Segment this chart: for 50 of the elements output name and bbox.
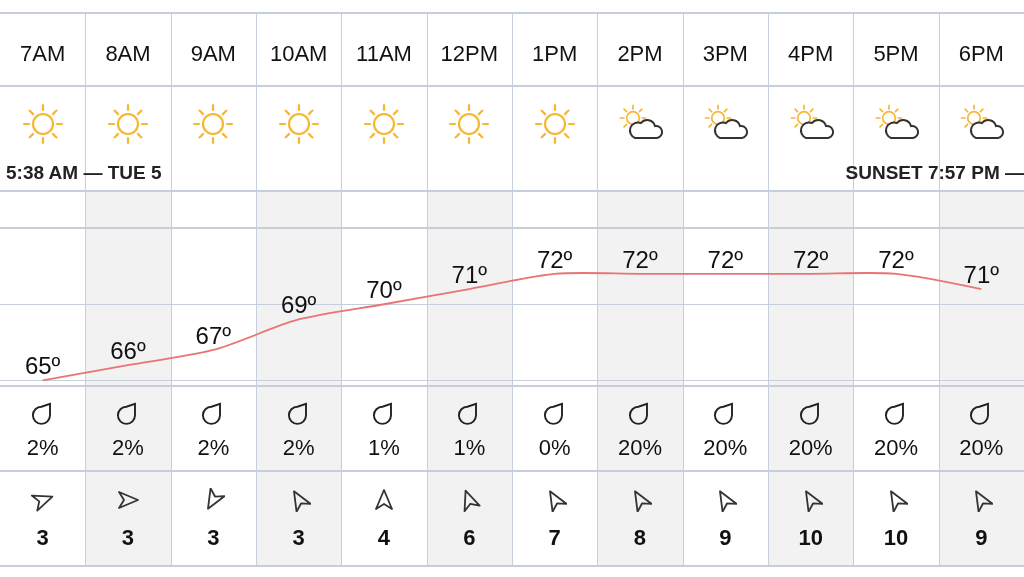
- data-label: 2%: [111, 435, 145, 461]
- x-tick-label: 7AM: [20, 40, 66, 66]
- data-label: 4: [376, 525, 392, 551]
- data-label: 69º: [280, 291, 317, 319]
- data-label: 70º: [366, 276, 402, 304]
- data-label: 3: [35, 525, 50, 551]
- data-label: 66º: [110, 337, 146, 365]
- data-label: 9: [974, 525, 989, 551]
- data-label: 10: [797, 525, 824, 551]
- text: SUNSET 7:57 PM —: [845, 162, 1024, 184]
- x-tick-label: 10AM: [269, 40, 328, 66]
- data-label: 20%: [702, 435, 749, 461]
- data-label: 71º: [963, 261, 1000, 289]
- x-tick-label: 5PM: [873, 40, 919, 66]
- x-tick-label: 1PM: [532, 40, 578, 66]
- data-label: 72º: [622, 245, 658, 273]
- data-label: 2%: [25, 435, 60, 461]
- x-tick-label: 6PM: [958, 40, 1004, 66]
- data-label: 72º: [536, 245, 573, 273]
- x-tick-label: 3PM: [702, 40, 748, 66]
- data-label: 7: [547, 525, 562, 551]
- data-label: 6: [462, 525, 477, 551]
- data-label: 10: [882, 525, 910, 551]
- data-label: 72º: [707, 245, 744, 273]
- data-label: 20%: [787, 435, 834, 461]
- data-label: 9: [718, 525, 733, 551]
- data-label: 20%: [872, 435, 919, 461]
- x-tick-label: 4PM: [788, 40, 834, 66]
- text: 5:38 AM — TUE 5: [6, 162, 162, 184]
- data-label: 72º: [878, 245, 914, 273]
- data-label: 0%: [537, 435, 572, 461]
- data-label: 72º: [792, 245, 829, 273]
- data-label: 71º: [451, 261, 488, 289]
- data-label: 2%: [281, 435, 316, 461]
- data-label: 3: [120, 525, 136, 551]
- x-tick-label: 2PM: [617, 40, 663, 66]
- data-label: 1%: [452, 435, 487, 461]
- x-tick-label: 8AM: [105, 40, 151, 66]
- x-tick-label: 11AM: [356, 40, 412, 66]
- data-label: 20%: [616, 435, 663, 461]
- data-label: 2%: [196, 435, 231, 461]
- data-label: 65º: [24, 352, 61, 380]
- data-label: 3: [291, 525, 306, 551]
- data-label: 1%: [367, 435, 401, 461]
- data-label: 67º: [195, 321, 232, 349]
- data-label: 8: [632, 525, 648, 551]
- x-tick-label: 12PM: [440, 40, 499, 66]
- data-label: 3: [206, 525, 221, 551]
- x-tick-label: 9AM: [190, 40, 236, 66]
- data-label: 20%: [958, 435, 1005, 461]
